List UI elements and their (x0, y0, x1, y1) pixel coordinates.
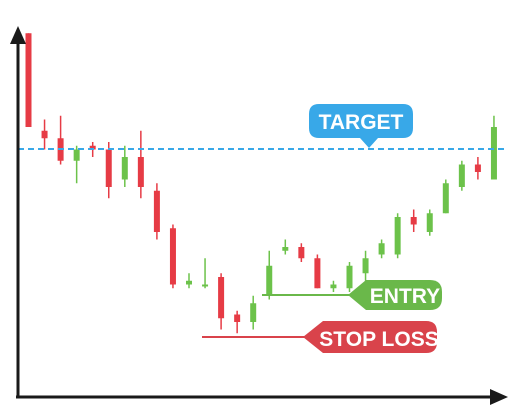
candle-body-bullish (426, 213, 433, 232)
candle-27 (442, 179, 449, 214)
candle-body-bearish (25, 33, 32, 127)
candle-body-bullish (73, 149, 80, 161)
candle-body-bearish (41, 130, 48, 139)
candle-24 (394, 213, 401, 259)
candle-15 (250, 295, 257, 330)
stop-loss-label-text: STOP LOSS (319, 328, 438, 351)
x-axis (16, 389, 508, 405)
candle-body-bullish (346, 265, 353, 289)
candle-body-bearish (137, 157, 144, 187)
candle-body-bearish (474, 164, 481, 172)
candle-16 (266, 250, 273, 300)
candle-25 (410, 209, 417, 232)
target-label-text: TARGET (319, 111, 404, 134)
candle-10 (169, 224, 176, 289)
candle-body-bullish (121, 157, 128, 180)
candle-body-bullish (490, 127, 497, 180)
candle-18 (298, 243, 305, 262)
entry-label-text: ENTRY (370, 285, 440, 308)
target-label: TARGET (309, 104, 413, 148)
candle-22 (362, 250, 369, 281)
candle-26 (426, 209, 433, 236)
candle-3 (57, 115, 64, 165)
candle-6 (105, 142, 112, 199)
entry-label: ENTRY (348, 280, 442, 310)
candle-body-bullish (282, 247, 289, 251)
candle-body-bearish (105, 149, 112, 187)
candle-23 (378, 239, 385, 259)
candle-20 (330, 280, 337, 292)
candle-body-bullish (362, 258, 369, 274)
candle-body-bearish (218, 277, 225, 319)
candle-body-bearish (314, 258, 321, 289)
candle-12 (202, 258, 209, 289)
candle-28 (458, 160, 465, 191)
candle-2 (41, 119, 48, 150)
candle-21 (346, 262, 353, 292)
candle-29 (474, 157, 481, 180)
candle-body-bullish (458, 164, 465, 187)
y-axis (10, 26, 26, 398)
candle-1 (25, 33, 32, 127)
candle-body-bearish (89, 145, 96, 150)
candle-body-bearish (153, 190, 160, 232)
candle-8 (137, 130, 144, 199)
candle-body-bullish (378, 243, 385, 255)
candle-body-bearish (298, 247, 305, 259)
candle-body-bullish (186, 280, 192, 285)
candlestick-series (25, 33, 497, 334)
candle-body-bullish (442, 183, 449, 214)
candle-9 (153, 183, 160, 240)
candle-30 (490, 115, 497, 180)
candle-body-bullish (330, 284, 337, 289)
candle-17 (282, 239, 289, 255)
candle-11 (186, 273, 192, 289)
candle-body-bullish (266, 265, 273, 296)
candle-body-bearish (234, 314, 241, 322)
candle-body-bullish (250, 303, 257, 322)
candle-19 (314, 254, 321, 289)
candle-body-bullish (202, 284, 209, 287)
candle-body-bullish (394, 217, 401, 255)
candle-body-bearish (169, 228, 176, 285)
candle-7 (121, 145, 128, 187)
candle-4 (73, 145, 80, 184)
candle-13 (218, 273, 225, 330)
candle-14 (234, 310, 241, 334)
candle-body-bearish (410, 217, 417, 225)
stop-loss-label: STOP LOSS (303, 321, 439, 353)
